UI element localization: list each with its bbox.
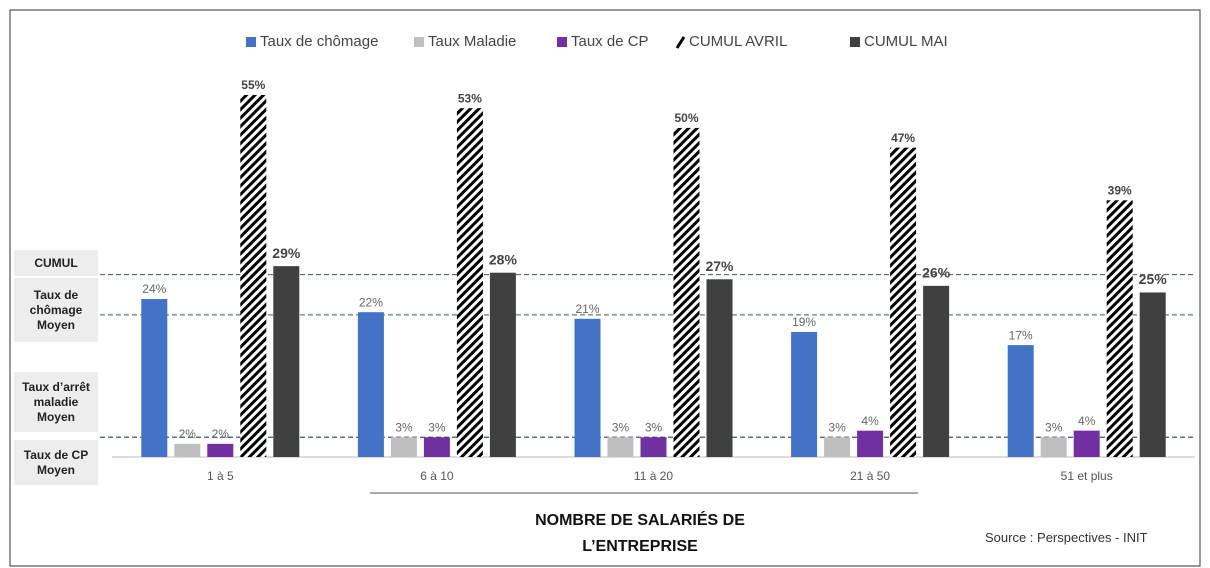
- chart-border: [9, 9, 1201, 567]
- legend-marker: [557, 37, 567, 47]
- bar: [390, 437, 417, 457]
- reference-label: Taux de chômage Moyen: [14, 278, 98, 342]
- bar: [857, 430, 884, 457]
- bar: [1106, 200, 1133, 458]
- reference-label: Taux d’arrêt maladie Moyen: [14, 372, 98, 432]
- data-label: 39%: [1108, 183, 1132, 197]
- bar: [890, 147, 917, 457]
- data-label: 26%: [922, 265, 951, 281]
- bar: [141, 299, 168, 457]
- data-label: 29%: [272, 245, 301, 261]
- legend-marker: [246, 37, 256, 47]
- legend-label: Taux de chômage: [260, 33, 378, 50]
- bar: [456, 108, 483, 457]
- bar: [673, 127, 700, 457]
- bar: [240, 95, 267, 457]
- data-label: 3%: [395, 420, 413, 434]
- bar: [357, 312, 384, 457]
- data-label: 2%: [179, 427, 197, 441]
- bar: [1007, 345, 1034, 457]
- x-tick-label: 1 à 5: [207, 469, 234, 483]
- data-label: 50%: [674, 111, 698, 125]
- data-label: 4%: [861, 414, 879, 428]
- data-label: 3%: [828, 420, 846, 434]
- bar: [1040, 437, 1067, 457]
- legend-label: CUMUL MAI: [864, 33, 948, 50]
- data-label: 17%: [1009, 328, 1033, 342]
- data-label: 4%: [1078, 414, 1096, 428]
- bar: [791, 331, 818, 457]
- x-tick-label: 21 à 50: [850, 469, 890, 483]
- bar: [423, 437, 450, 457]
- bar: [1073, 430, 1100, 457]
- x-tick-label: 51 et plus: [1061, 469, 1113, 483]
- bar: [207, 443, 234, 457]
- x-tick-label: 11 à 20: [634, 469, 673, 483]
- data-label: 24%: [142, 282, 166, 296]
- bar: [607, 437, 634, 457]
- legend-label: Taux Maladie: [428, 33, 516, 50]
- data-label: 22%: [359, 295, 383, 309]
- reference-label: Taux de CP Moyen: [14, 440, 98, 485]
- data-label: 27%: [705, 258, 734, 274]
- bar: [923, 285, 950, 457]
- data-label: 28%: [489, 251, 518, 267]
- legend-marker: [850, 37, 860, 47]
- legend-label: Taux de CP: [571, 33, 649, 50]
- bar: [174, 443, 201, 457]
- legend-marker: [414, 37, 424, 47]
- data-label: 3%: [645, 420, 663, 434]
- data-label: 25%: [1139, 271, 1168, 287]
- x-axis-title: NOMBRE DE SALARIÉS DE L’ENTREPRISE: [535, 512, 745, 555]
- legend-marker: [675, 36, 686, 49]
- source: Source : Perspectives - INIT: [985, 530, 1148, 545]
- x-tick-label: 6 à 10: [420, 469, 454, 483]
- data-label: 2%: [212, 427, 230, 441]
- data-label: 21%: [575, 302, 599, 316]
- bar: [273, 266, 300, 457]
- data-label: 19%: [792, 315, 816, 329]
- data-label: 53%: [458, 91, 482, 105]
- bar: [824, 437, 851, 457]
- reference-label: CUMUL: [14, 250, 98, 276]
- data-label: 55%: [241, 78, 265, 92]
- data-label: 3%: [612, 420, 630, 434]
- bar: [1139, 292, 1166, 457]
- bar: [574, 318, 601, 457]
- data-label: 47%: [891, 131, 915, 145]
- data-label: 3%: [428, 420, 446, 434]
- bar: [640, 437, 667, 457]
- bar: [489, 272, 516, 457]
- data-label: 3%: [1045, 420, 1063, 434]
- legend-label: CUMUL AVRIL: [689, 33, 787, 50]
- bar: [706, 279, 733, 457]
